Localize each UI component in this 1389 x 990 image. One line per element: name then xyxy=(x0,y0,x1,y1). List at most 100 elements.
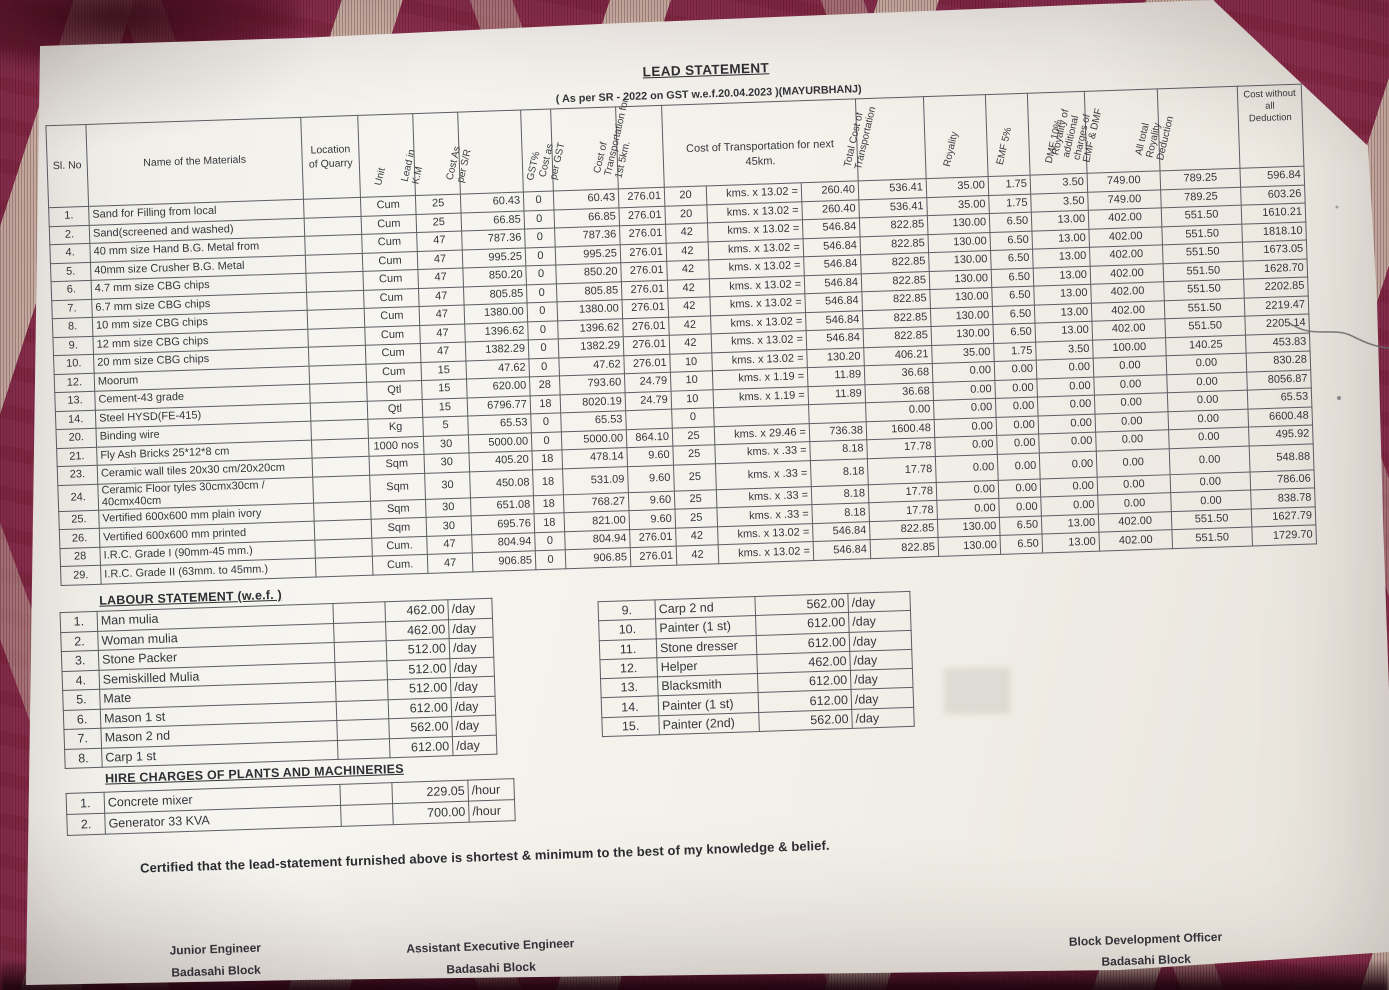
material-cell: 25 xyxy=(672,426,715,447)
material-cell: Cum xyxy=(362,251,418,272)
rate-cell: /day xyxy=(451,695,496,717)
material-cell: 0.00 xyxy=(994,378,1038,399)
rate-cell: 8. xyxy=(64,747,103,769)
material-cell: 6.50 xyxy=(989,212,1032,233)
col-header-label: Unit xyxy=(373,167,389,187)
material-cell: 11.89 xyxy=(807,365,865,387)
material-cell: 42 xyxy=(667,278,710,299)
material-cell: 130.00 xyxy=(931,324,994,346)
material-cell: Cum xyxy=(364,325,421,346)
material-cell: 130.00 xyxy=(938,535,1001,557)
material-cell: 13.00 xyxy=(1042,532,1100,553)
col-header: EMF 5% xyxy=(985,93,1031,177)
material-cell: 260.40 xyxy=(801,180,859,202)
material-cell: 35.00 xyxy=(926,195,990,216)
rate-cell: 462.00 xyxy=(385,619,450,641)
labour-table-right: 9. Carp 2 nd 562.00/day 10. Painter (1 st) 61… xyxy=(597,591,915,737)
material-cell: 0.00 xyxy=(1038,413,1096,435)
rate-cell: 1. xyxy=(66,792,105,815)
material-cell: 546.84 xyxy=(804,273,862,294)
material-cell: 546.84 xyxy=(804,291,863,313)
material-cell: 0 xyxy=(531,431,562,451)
rate-cell: 700.00 xyxy=(392,801,470,825)
rate-cell: /day xyxy=(447,598,493,620)
material-cell: 130.00 xyxy=(937,517,1001,538)
rate-cell xyxy=(336,699,389,721)
material-cell: 0.00 xyxy=(1169,445,1251,475)
material-cell: 0.00 xyxy=(1094,392,1169,414)
material-cell: Sqm xyxy=(371,517,427,538)
material-cell: 17.78 xyxy=(866,437,936,459)
material-cell xyxy=(309,363,367,385)
material-cell: 23. xyxy=(57,465,98,486)
material-cell: Cum xyxy=(362,269,419,290)
material-cell: 47 xyxy=(417,268,464,289)
material-cell: 548.88 xyxy=(1249,443,1315,472)
material-cell: 0.00 xyxy=(994,360,1037,380)
material-cell: 0.00 xyxy=(997,452,1041,481)
material-cell: 546.84 xyxy=(806,328,864,350)
material-cell: 6.50 xyxy=(991,286,1035,307)
material-cell: 0.00 xyxy=(996,415,1039,436)
material-cell: 402.00 xyxy=(1098,529,1173,551)
material-cell: 6.50 xyxy=(1000,534,1043,555)
material-cell: 47 xyxy=(416,231,463,252)
rate-cell xyxy=(337,738,391,760)
material-cell: 0.00 xyxy=(934,435,998,456)
material-cell: 768.27 xyxy=(563,492,629,514)
rate-cell: 4. xyxy=(61,669,100,691)
material-cell: 47 xyxy=(418,286,465,307)
material-cell xyxy=(312,456,370,477)
material-cell: 21. xyxy=(56,446,98,467)
material-cell: 42 xyxy=(665,222,709,243)
rate-cell: 13. xyxy=(600,676,659,699)
material-cell: 42 xyxy=(666,259,710,280)
material-cell xyxy=(308,345,366,366)
material-cell: Cum xyxy=(363,288,420,309)
photo-shadow-artifact xyxy=(944,668,1010,714)
material-cell: 603.26 xyxy=(1240,184,1306,206)
rate-cell: 512.00 xyxy=(387,677,452,700)
material-cell: 0.00 xyxy=(932,361,995,383)
material-cell: 24.79 xyxy=(625,390,672,411)
material-cell: 6.50 xyxy=(990,249,1034,270)
material-cell: 8020.19 xyxy=(560,392,626,413)
material-cell: 6.50 xyxy=(989,230,1033,251)
material-cell: 25 xyxy=(673,463,717,491)
material-cell: 402.00 xyxy=(1098,511,1172,533)
material-cell: 8. xyxy=(52,317,93,338)
material-cell: 0 xyxy=(527,320,559,340)
material-cell: 10 xyxy=(670,370,714,391)
material-cell: 14. xyxy=(55,409,96,430)
material-cell: 531.09 xyxy=(562,466,629,495)
material-cell: 10. xyxy=(53,354,95,375)
rate-cell: 12. xyxy=(599,657,658,679)
material-cell: 30 xyxy=(426,516,472,537)
material-cell: 478.14 xyxy=(561,447,628,469)
material-cell: Cum xyxy=(365,343,421,364)
rate-cell: /day xyxy=(449,656,495,678)
material-cell: 0.00 xyxy=(995,397,1039,417)
material-cell xyxy=(305,271,364,292)
material-cell: 1380.00 xyxy=(557,299,623,321)
material-cell: 0 xyxy=(534,531,566,552)
material-cell: 6.50 xyxy=(999,515,1043,536)
material-cell: 822.85 xyxy=(870,537,939,559)
rate-cell: 6. xyxy=(63,708,101,730)
col-header: Royality xyxy=(923,94,989,179)
material-cell: 0.00 xyxy=(936,498,1000,520)
material-cell: 804.94 xyxy=(564,529,631,551)
material-cell: 6.50 xyxy=(993,323,1036,343)
material-cell: 402.00 xyxy=(1090,281,1165,303)
material-cell: 3.50 xyxy=(1030,191,1089,213)
material-cell: 0.00 xyxy=(933,398,997,419)
material-cell xyxy=(304,215,362,237)
material-cell: 536.41 xyxy=(858,197,928,218)
material-cell: 15 xyxy=(420,360,467,381)
material-cell: 0 xyxy=(523,190,554,211)
material-cell: 9.60 xyxy=(628,509,676,530)
material-cell: 1000 nos xyxy=(368,435,425,457)
material-cell: 1673.05 xyxy=(1242,240,1308,261)
material-cell: 13.00 xyxy=(1032,247,1091,268)
col-header: Cost of Transportation for 1st 5km. xyxy=(592,97,665,189)
